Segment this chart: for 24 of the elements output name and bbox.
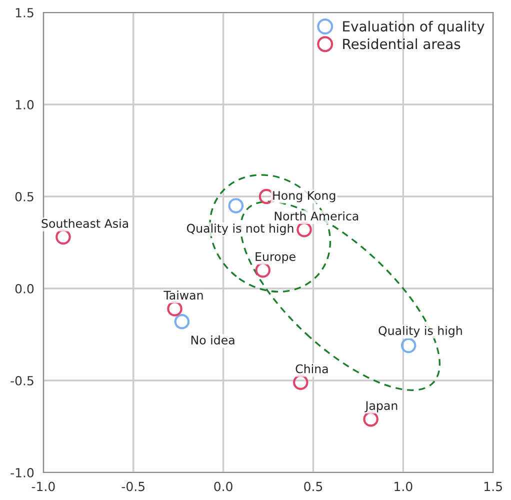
y-tick-label: -1.0: [10, 468, 34, 478]
annotation: China: [296, 364, 328, 374]
x-tick-label: 1.0: [394, 482, 412, 492]
x-tick-label: 0.0: [214, 482, 232, 492]
x-tick-label: -0.5: [122, 482, 144, 492]
annotation: Europe: [256, 252, 296, 264]
annotation: Taiwan: [164, 290, 203, 300]
annotation: Southeast Asia: [42, 218, 128, 228]
legend-label: Residential areas: [343, 38, 460, 50]
annotation: North America: [274, 211, 358, 221]
annotation: No idea: [191, 335, 234, 344]
y-tick-label: 1.5: [16, 8, 34, 18]
legend-label: Evaluation of quality: [343, 20, 484, 34]
annotation: Hong Kong: [273, 191, 336, 202]
x-tick-label: 1.5: [484, 482, 502, 492]
x-tick-label: -1.0: [32, 482, 55, 492]
annotation: Japan: [364, 401, 398, 412]
y-tick-label: 0.0: [15, 284, 34, 294]
y-tick-label: 1.0: [16, 100, 34, 110]
annotation: Quality is high: [378, 326, 462, 338]
y-tick-label: -0.5: [10, 376, 34, 386]
x-tick-label: 0.5: [304, 482, 322, 492]
y-tick-label: 0.5: [15, 192, 34, 202]
annotation: Quality is not high: [186, 224, 294, 236]
